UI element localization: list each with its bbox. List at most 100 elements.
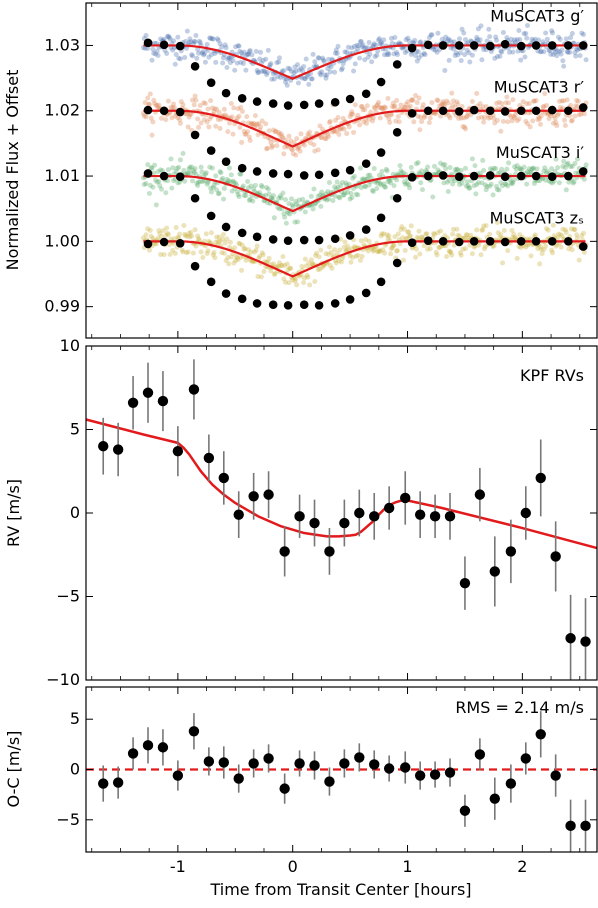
photometry-point [182,231,188,237]
photometry-point [466,235,472,241]
photometry-point [281,211,287,217]
photometry-point [446,248,452,254]
photometry-point [250,259,256,265]
photometry-point [276,206,282,212]
photometry-point [332,117,338,123]
photometry-point [514,256,520,262]
photometry-point [401,170,407,176]
residual-point [218,757,229,768]
photometry-point [377,248,383,254]
photometry-point [523,118,529,124]
photometry-point [351,129,357,135]
photometry-point [550,180,556,186]
photometry-point [494,54,500,60]
photometry-point [457,50,463,56]
photometry-point [147,91,153,97]
photometry-point [573,103,579,109]
photometry-point [482,182,488,188]
photometry-point [437,244,443,250]
photometry-point [193,243,199,249]
photometry-point [291,70,297,76]
photometry-point [189,164,195,170]
photometry-point [212,106,218,112]
photometry-point [560,226,566,232]
photometry-point [571,226,577,232]
photometry-point [225,129,231,135]
residual-point [309,760,320,771]
photometry-point [449,39,455,45]
photometry-point [350,111,356,117]
photometry-point [275,73,281,79]
photometry-point [496,99,502,105]
photometry-point [497,53,503,59]
photometry-point [467,185,473,191]
photometry-point [358,39,364,45]
photometry-point [362,183,368,189]
photometry-point [552,115,558,121]
photometry-point [297,148,303,154]
photometry-point [422,52,428,58]
rv-point [429,511,441,522]
photometry-point [428,32,434,38]
transit-model-curves [143,44,586,278]
photometry-point [495,230,501,236]
photometry-point [231,105,237,111]
photometry-point [326,134,332,140]
photometry-point [410,97,416,103]
photometry-point [511,113,517,119]
photometry-point [408,223,414,229]
photometry-point [193,32,199,38]
photometry-point [365,248,371,254]
photometry-point [309,76,315,82]
photometry-point [382,250,388,256]
photometry-point [494,100,500,106]
photometry-point [395,231,401,237]
photometry-point [403,236,409,242]
photometry-point [330,198,336,204]
photometry-point [294,136,300,142]
photometry-point [212,255,218,261]
photometry-point [184,233,190,239]
photometry-point [341,192,347,198]
photometry-point [214,187,220,193]
photometry-point [481,246,487,252]
photometry-point [417,251,423,257]
photometry-point [145,95,151,101]
binned-point [345,165,355,175]
photometry-point [227,165,233,171]
photometry-point [170,165,176,171]
photometry-point [382,184,388,190]
rv-points [98,359,591,680]
photometry-point [298,131,304,137]
photometry-point [320,126,326,132]
photometry-point [234,189,240,195]
photometry-point [315,193,321,199]
photometry-point [345,243,351,249]
binned-point [407,109,417,118]
photometry-point [396,119,402,125]
photometry-point [216,190,222,196]
photometry-point [282,144,288,150]
binned-point [578,41,588,50]
photometry-point [146,247,152,253]
photometry-point [363,45,369,51]
photometry-point [300,196,306,202]
photometry-point [349,45,355,51]
photometry-point [342,190,348,196]
photometry-point [152,162,158,168]
residual-point [127,748,139,759]
photometry-point [224,65,230,71]
photometry-point [376,37,382,43]
photometry-point [269,195,275,201]
photometry-point [535,48,541,54]
photometry-point [180,249,186,255]
photometry-point [224,236,230,242]
binned-point [190,261,200,271]
photometry-point [361,45,367,51]
photometry-point [258,182,264,188]
photometry-point [555,165,561,171]
photometry-point [480,157,486,163]
photometry-point [216,234,222,240]
photometry-point [500,118,506,124]
